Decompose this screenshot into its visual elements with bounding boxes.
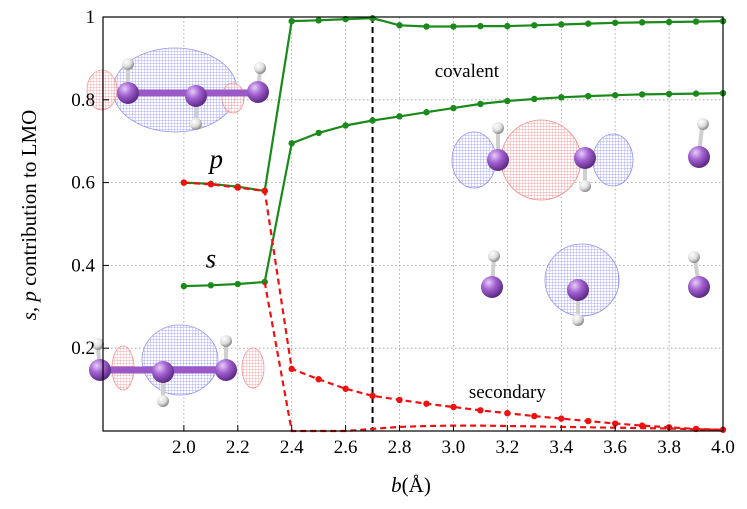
x-tick-label: 3.6 [603, 437, 627, 458]
y-axis-label-symbols: s, p [17, 291, 41, 320]
series-point-s [692, 90, 700, 97]
series-point-p [611, 19, 619, 26]
x-axis-label-unit: (Å) [402, 473, 431, 497]
series-point-p_secondary [477, 407, 484, 414]
series-point-p [477, 22, 484, 30]
series-point-p_secondary [450, 403, 457, 411]
series-point-p [558, 21, 565, 28]
annotation-covalent: covalent [435, 61, 500, 82]
x-tick-label: 2.4 [280, 437, 304, 458]
series-point-p_secondary [423, 400, 430, 407]
series-point-p [504, 22, 511, 30]
series-point-p [423, 23, 430, 30]
y-tick-label: 1 [86, 7, 96, 28]
series-point-p [692, 18, 700, 25]
annotation-layer: covalent secondary p s [206, 61, 547, 403]
tick-labels: 2.0 2.2 2.4 2.6 2.8 3.0 3.2 3.4 3.6 3.8 4.0 0.2 0.4 0… [71, 7, 735, 458]
series-point-p_secondary [611, 420, 619, 427]
x-axis-label-symbol: b [391, 473, 402, 497]
orbital-inset-bottom-left [89, 324, 265, 407]
x-tick-label: 3.4 [549, 437, 573, 458]
series-point-p [531, 22, 538, 29]
series-point-p_secondary [558, 415, 565, 422]
series-point-s [207, 282, 215, 289]
series-point-p_secondary [396, 396, 403, 404]
series-point-s [315, 129, 322, 137]
series-point-p_secondary [207, 181, 215, 188]
series-point-s [504, 97, 511, 105]
annotation-secondary: secondary [469, 382, 547, 403]
y-tick-label: 0.8 [71, 90, 95, 111]
series-point-p_secondary [234, 184, 241, 191]
y-tick-label: 0.6 [71, 173, 95, 194]
y-axis-label: s, p contribution to LMO [17, 110, 41, 321]
series-point-p [665, 18, 673, 26]
x-tick-label: 3.2 [495, 437, 519, 458]
orbital-insets [86, 47, 710, 407]
plot-frame [102, 16, 724, 432]
x-tick-label: 2.6 [334, 437, 358, 458]
annotation-p_label: p [207, 144, 223, 174]
series-point-p_secondary [369, 392, 376, 400]
y-tick-label: 0.4 [71, 255, 95, 276]
annotation-s_label: s [206, 243, 217, 273]
series-line-s_secondary [263, 281, 724, 433]
series-point-p_secondary [504, 409, 511, 417]
x-tick-label: 2.8 [388, 437, 412, 458]
series-point-p_secondary [288, 365, 295, 373]
series-point-s [585, 92, 592, 100]
x-tick-label: 2.2 [226, 437, 250, 458]
series-point-s [638, 91, 646, 98]
series-point-s [396, 113, 403, 120]
series-point-p_secondary [180, 179, 188, 186]
series-point-s [261, 278, 268, 286]
orbital-inset-top-left [86, 47, 269, 133]
series-point-s [611, 92, 619, 99]
series-point-s [558, 94, 565, 101]
series-point-p_secondary [315, 376, 322, 383]
series-point-p [315, 17, 322, 24]
x-tick-label: 2.0 [172, 437, 196, 458]
series-point-p [585, 20, 592, 27]
series-point-p_secondary [342, 385, 349, 392]
series-point-s [180, 282, 188, 290]
series-point-s [665, 90, 673, 98]
series-point-s [234, 280, 241, 288]
y-tick-label: 0.2 [71, 338, 95, 359]
x-axis-label: b(Å) [391, 473, 431, 497]
series-point-s [342, 122, 349, 129]
x-tick-label: 3.0 [442, 437, 466, 458]
series-point-p [638, 19, 646, 26]
series-point-p [288, 17, 295, 25]
series-point-s [288, 140, 295, 147]
series-point-s [423, 109, 430, 116]
series-point-p_secondary [261, 187, 268, 195]
series-point-p [450, 23, 457, 30]
series-point-p [396, 22, 403, 29]
series-point-s [477, 100, 484, 108]
series-point-p [369, 15, 376, 22]
y-axis-label-text: contribution to LMO [17, 110, 41, 291]
series-point-s [531, 95, 538, 103]
series-point-s [450, 104, 457, 112]
orbital-inset-bottom-right [481, 243, 710, 326]
x-tick-label: 3.8 [657, 437, 681, 458]
x-tick-label: 4.0 [711, 437, 735, 458]
series-point-s [369, 117, 376, 124]
series-line-p_secondary [183, 181, 724, 431]
orbital-inset-mid-right [451, 118, 710, 201]
series-point-p_secondary [531, 412, 538, 420]
series-point-p_secondary [585, 417, 592, 425]
